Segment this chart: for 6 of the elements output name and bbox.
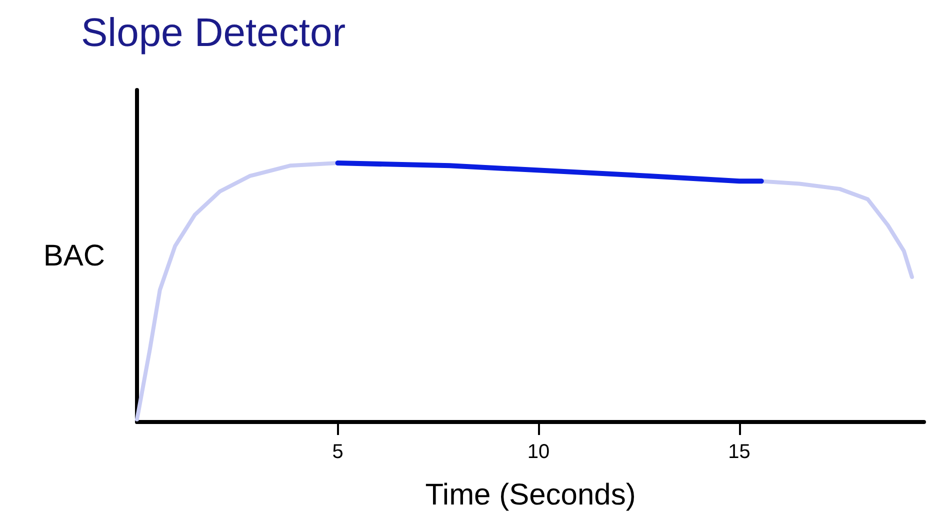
x-axis-title: Time (Seconds) bbox=[425, 478, 636, 512]
x-tick-label: 10 bbox=[527, 441, 550, 463]
x-tick-label: 15 bbox=[728, 441, 750, 463]
x-tick-label: 5 bbox=[332, 441, 344, 463]
y-axis-title: BAC bbox=[43, 240, 105, 272]
chart-title: Slope Detector bbox=[81, 11, 346, 55]
